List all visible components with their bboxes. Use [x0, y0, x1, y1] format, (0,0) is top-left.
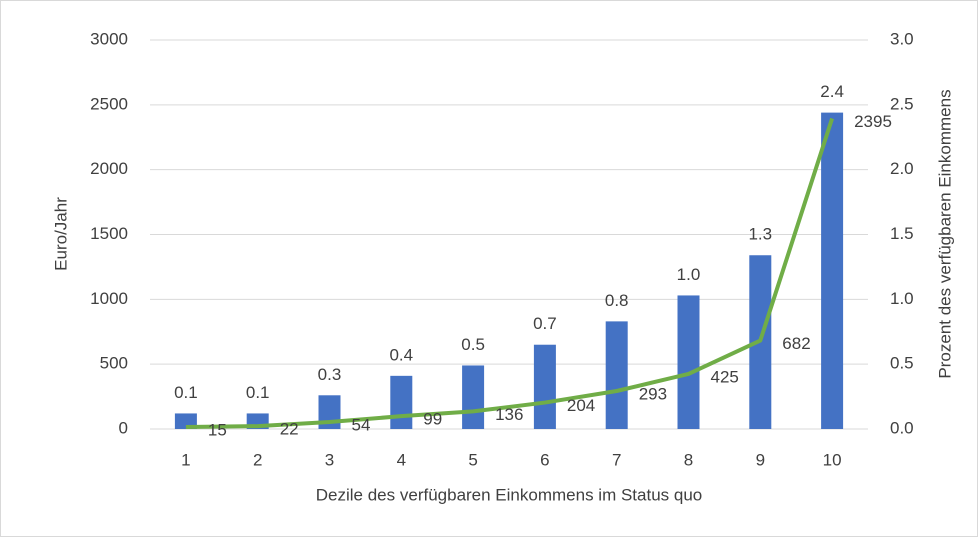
bar-value-label: 1.3 [748, 225, 772, 244]
y2-tick-label: 0.5 [890, 354, 914, 373]
y2-tick-label: 1.0 [890, 289, 914, 308]
x-tick-label: 8 [684, 450, 693, 469]
line-value-label: 99 [423, 410, 442, 429]
y-tick-label: 0 [119, 418, 128, 437]
y-tick-label: 2500 [90, 94, 128, 113]
y-tick-label: 3000 [90, 29, 128, 48]
y2-tick-label: 2.5 [890, 94, 914, 113]
x-tick-label: 1 [181, 450, 190, 469]
x-tick-label: 9 [756, 450, 765, 469]
x-axis-title: Dezile des verfügbaren Einkommens im Sta… [316, 485, 702, 504]
line-value-label: 293 [639, 384, 667, 403]
x-tick-label: 6 [540, 450, 549, 469]
line-value-label: 54 [352, 415, 371, 434]
y2-tick-label: 3.0 [890, 29, 914, 48]
bar-value-label: 0.3 [318, 365, 342, 384]
bar-value-label: 0.7 [533, 314, 557, 333]
x-tick-label: 10 [823, 450, 842, 469]
bar [605, 321, 628, 429]
line [185, 117, 835, 430]
line-value-label: 425 [711, 367, 739, 386]
line-value-label: 2395 [854, 112, 892, 131]
x-tick-label: 2 [253, 450, 262, 469]
bar-value-label: 0.1 [174, 383, 198, 402]
bar-value-label: 0.5 [461, 335, 485, 354]
y2-tick-label: 2.0 [890, 159, 914, 178]
y-tick-label: 2000 [90, 159, 128, 178]
line-value-label: 15 [208, 421, 227, 440]
y2-tick-label: 0.0 [890, 418, 914, 437]
bar [533, 344, 556, 429]
line-value-label: 204 [567, 396, 595, 415]
line-value-label: 136 [495, 405, 523, 424]
y-tick-label: 1000 [90, 289, 128, 308]
bar-value-label: 0.4 [389, 345, 413, 364]
x-tick-label: 4 [397, 450, 406, 469]
bar [677, 295, 700, 429]
x-tick-label: 3 [325, 450, 334, 469]
x-tick-label: 7 [612, 450, 621, 469]
x-tick-label: 5 [468, 450, 477, 469]
y2-tick-label: 1.5 [890, 224, 914, 243]
bar-value-label: 2.4 [820, 82, 844, 101]
bar-value-label: 0.1 [246, 383, 270, 402]
bar [821, 112, 844, 429]
line-value-label: 682 [782, 334, 810, 353]
bar [390, 375, 413, 429]
y2-axis-title: Prozent des verfügbaren Einkommens [935, 89, 954, 378]
bar-value-label: 0.8 [605, 291, 629, 310]
y-tick-label: 1500 [90, 224, 128, 243]
bar-value-label: 1.0 [677, 265, 701, 284]
y-axis-title: Euro/Jahr [51, 197, 70, 271]
line-value-label: 22 [280, 420, 299, 439]
bar [462, 365, 485, 429]
y-tick-label: 500 [100, 354, 128, 373]
